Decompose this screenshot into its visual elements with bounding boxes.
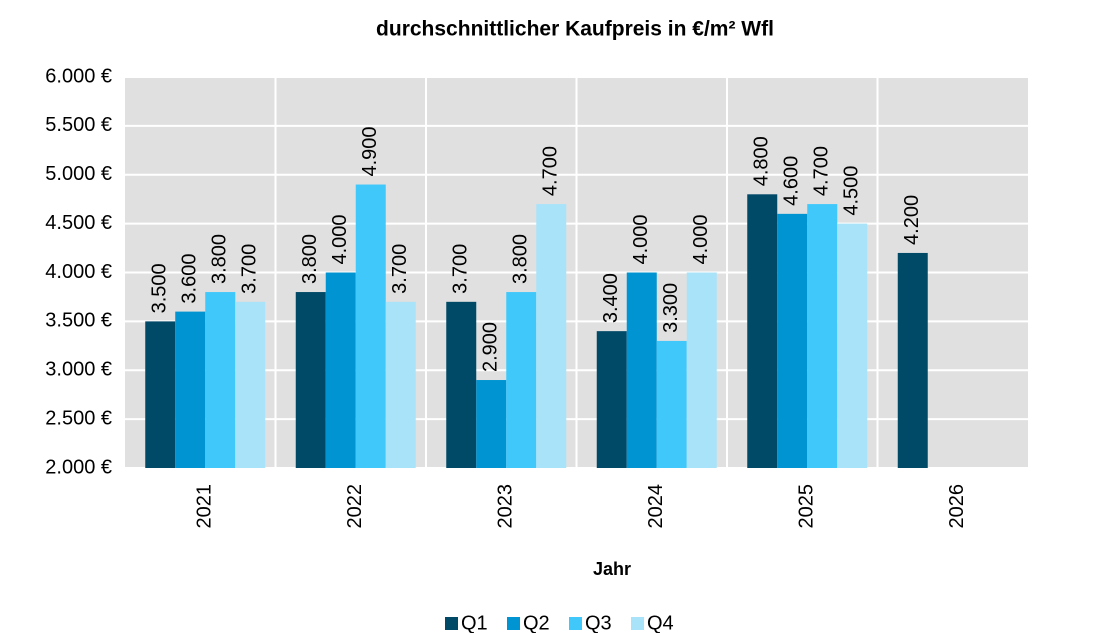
legend-swatch <box>445 617 458 630</box>
legend-label: Q2 <box>523 612 550 633</box>
value-label: 4.900 <box>359 126 381 176</box>
x-tick-label: 2026 <box>946 484 968 529</box>
y-tick-label: 3.500 € <box>45 310 112 332</box>
bar <box>325 272 356 468</box>
bar <box>747 194 778 469</box>
bar <box>626 272 657 468</box>
legend-swatch <box>631 617 644 630</box>
x-axis-title: Jahr <box>593 559 631 579</box>
x-tick-label: 2024 <box>645 484 667 529</box>
legend-label: Q1 <box>461 612 488 633</box>
y-tick-label: 5.000 € <box>45 163 112 185</box>
x-tick-label: 2022 <box>344 484 366 529</box>
bar <box>476 380 507 468</box>
value-label: 4.600 <box>781 156 803 206</box>
bar <box>175 311 206 468</box>
y-tick-label: 5.500 € <box>45 114 112 136</box>
bar <box>656 340 687 468</box>
x-tick-label: 2025 <box>796 484 818 529</box>
value-label: 2.900 <box>480 322 502 372</box>
x-tick-label: 2023 <box>495 484 517 529</box>
value-label: 4.700 <box>540 146 562 196</box>
bar <box>777 213 808 468</box>
value-label: 4.700 <box>811 146 833 196</box>
y-tick-label: 2.000 € <box>45 456 112 478</box>
y-tick-label: 2.500 € <box>45 407 112 429</box>
value-label: 3.800 <box>510 234 532 284</box>
value-label: 3.700 <box>389 244 411 294</box>
value-label: 3.600 <box>179 254 201 304</box>
legend-swatch <box>507 617 520 630</box>
value-label: 3.800 <box>209 234 231 284</box>
bar <box>686 272 717 468</box>
legend-label: Q3 <box>585 612 612 633</box>
bar <box>536 204 567 468</box>
value-label: 4.800 <box>751 136 773 186</box>
value-label: 4.500 <box>841 166 863 216</box>
bar <box>837 223 868 468</box>
x-tick-label: 2021 <box>194 484 216 529</box>
bar <box>355 184 386 468</box>
chart-title: durchschnittlicher Kaufpreis in €/m² Wfl <box>376 18 774 41</box>
bar <box>446 301 477 468</box>
bar <box>506 292 537 468</box>
value-label: 4.200 <box>901 195 923 245</box>
bar <box>145 321 176 468</box>
bar <box>205 292 236 468</box>
value-label: 4.000 <box>329 214 351 264</box>
y-tick-label: 4.500 € <box>45 212 112 234</box>
y-tick-label: 3.000 € <box>45 359 112 381</box>
y-tick-label: 6.000 € <box>45 65 112 87</box>
bar <box>807 204 838 468</box>
value-label: 4.000 <box>690 214 712 264</box>
bar <box>897 252 928 468</box>
bar <box>235 301 266 468</box>
value-label: 3.700 <box>450 244 472 294</box>
bar <box>596 331 627 468</box>
value-label: 3.500 <box>149 263 171 313</box>
bar <box>295 292 326 468</box>
value-label: 3.400 <box>600 273 622 323</box>
legend-swatch <box>569 617 582 630</box>
value-label: 3.300 <box>660 283 682 333</box>
value-label: 4.000 <box>630 214 652 264</box>
value-label: 3.800 <box>299 234 321 284</box>
legend-label: Q4 <box>647 612 674 633</box>
value-label: 3.700 <box>239 244 261 294</box>
y-tick-label: 4.000 € <box>45 261 112 283</box>
bar <box>385 301 416 468</box>
